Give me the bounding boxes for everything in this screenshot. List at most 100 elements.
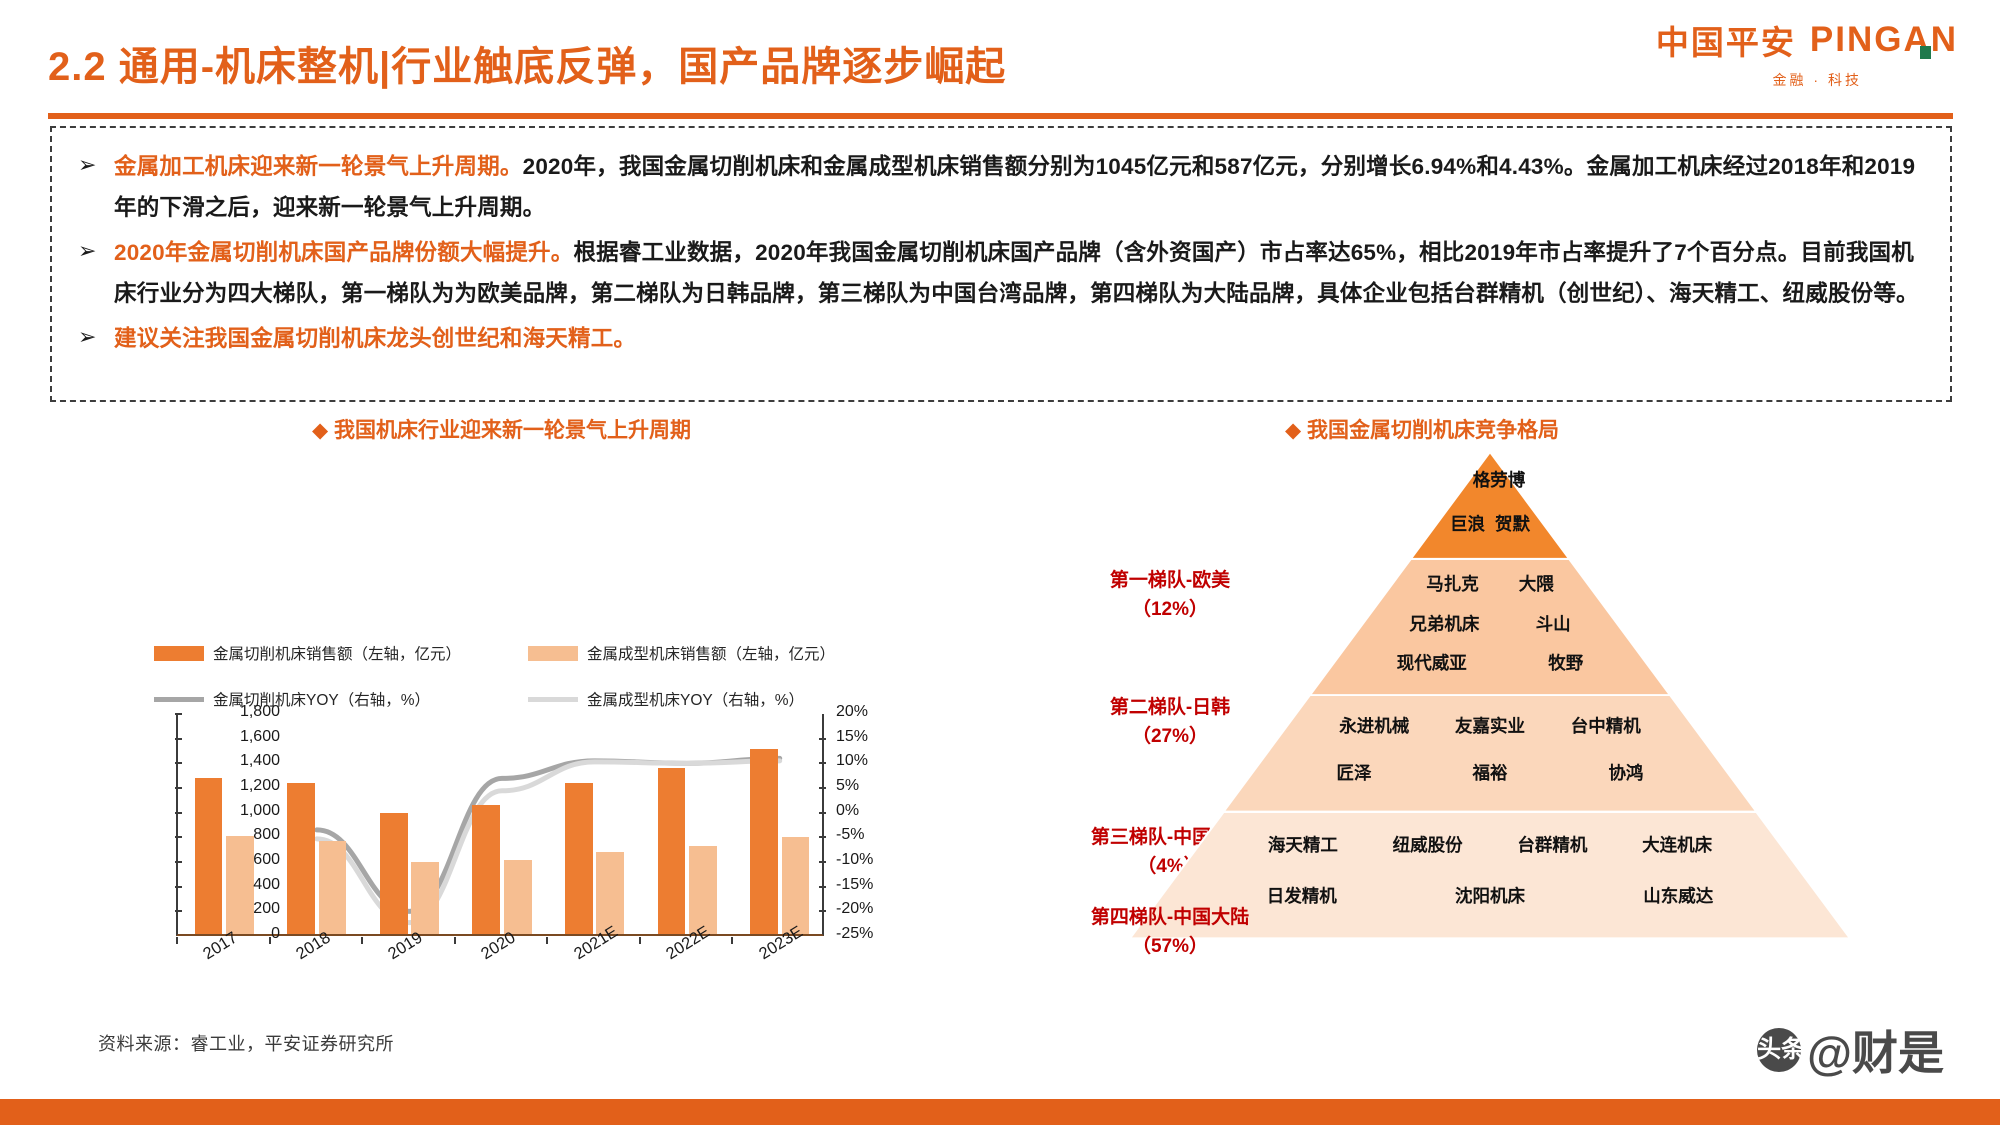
brand-logo-en: PINGAN [1810, 20, 1958, 60]
y-axis-right-tick [819, 762, 826, 765]
watermark-text: @财是 [1807, 1027, 1944, 1079]
insight-box: ➢ 金属加工机床迎来新一轮景气上升周期。2020年，我国金属切削机床和金属成型机… [50, 126, 1952, 402]
y-axis-left-tick [175, 713, 182, 715]
legend-item-cutting-sales: 金属切削机床销售额（左轴，亿元） [154, 642, 461, 664]
y-axis-right-tick [819, 836, 826, 839]
pyramid-tier-brand-row: 马扎克 大隈 [1406, 571, 1573, 596]
y-axis-right-tick-label: 15% [836, 727, 869, 745]
y-axis-left-tick [175, 762, 182, 765]
y-axis-left-tick-label: 400 [253, 875, 280, 893]
pyramid-tier-shape [1409, 452, 1571, 559]
pyramid-tier-brand-row: 兄弟机床 斗山 [1381, 611, 1599, 636]
x-axis-tick [638, 937, 641, 944]
pyramid-brand-name: 台群精机 [1517, 834, 1588, 855]
pyramid-tier-brand-row: 永进机械 友嘉实业 台中精机 [1316, 713, 1663, 738]
pyramid-brand-name: 沈阳机床 [1454, 886, 1525, 907]
pyramid-brand-name: 现代威亚 [1396, 653, 1467, 674]
bullet-highlight: 2020年金属切削机床国产品牌份额大幅提升。 [114, 240, 574, 265]
bullet-body: 根据睿工业数据，2020年我国金属切削机床国产品牌（含外资国产）市占率达65%，… [114, 240, 1919, 306]
legend-label: 金属切削机床YOY（右轴，%） [213, 692, 431, 709]
y-axis-left-tick [175, 861, 182, 863]
chart-bar [781, 837, 810, 934]
pyramid-tier-share: （57%） [1131, 936, 1209, 957]
brand-logo: 中国平安 PINGAN 金融 · 科技 [1578, 16, 1958, 90]
chart-bar [657, 767, 686, 934]
x-axis-tick [731, 937, 734, 944]
y-axis-left-tick-label: 1,600 [239, 727, 280, 745]
legend-swatch-icon [154, 645, 204, 661]
pyramid-brand-name: 永进机械 [1339, 715, 1410, 736]
y-axis-right-tick-label: 20% [836, 703, 869, 720]
legend-swatch-icon [154, 696, 204, 702]
machine-tool-sales-chart: 金属切削机床销售额（左轴，亿元） 金属成型机床销售额（左轴，亿元） 金属切削机床… [96, 630, 936, 990]
footer-bar [0, 1099, 2000, 1125]
y-axis-right-tick-label: 5% [836, 777, 860, 794]
pyramid-tier-name: 第二梯队-日韩 [1109, 697, 1231, 718]
y-axis-right-tick [819, 737, 826, 740]
bullet-marker-icon: ➢ [78, 153, 97, 178]
bullet-text: 2020年金属切削机床国产品牌份额大幅提升。根据睿工业数据，2020年我国金属切… [114, 232, 1924, 314]
y-axis-left-tick [175, 836, 182, 839]
chart-bar [750, 749, 778, 934]
legend-label: 金属切削机床销售额（左轴，亿元） [213, 646, 462, 663]
legend-label: 金属成型机床YOY（右轴，%） [587, 692, 805, 709]
chart-bar [287, 783, 315, 934]
title-divider [48, 113, 1953, 119]
brand-logo-en-text: PINGAN [1809, 20, 1958, 59]
bullet-item: ➢ 建议关注我国金属切削机床龙头创世纪和海天精工。 [78, 318, 1924, 359]
pyramid-brand-name: 日发精机 [1266, 886, 1337, 907]
pyramid-brand-name: 福裕 [1472, 763, 1508, 784]
pyramid-tier-brand-row: 日发精机 沈阳机床 山东威达 [1208, 883, 1773, 908]
y-axis-right-tick-label: -20% [836, 900, 874, 918]
chart-bar [379, 813, 408, 934]
brand-logo-tagline: 金融 · 科技 [1772, 72, 1862, 88]
watermark: 头条 @财是 [1757, 1017, 1944, 1083]
brand-logo-accent-square [1920, 46, 1931, 59]
pyramid-brand-name: 牧野 [1548, 653, 1584, 674]
y-axis-left-tick [175, 811, 182, 814]
bullet-text: 金属加工机床迎来新一轮景气上升周期。2020年，我国金属切削机床和金属成型机床销… [114, 146, 1924, 228]
legend-swatch-icon [528, 645, 578, 661]
pyramid-brand-name: 巨浪 [1449, 513, 1485, 534]
pyramid-brand-name: 大隈 [1518, 574, 1554, 595]
y-axis-left-tick [175, 910, 182, 913]
pyramid-brand-name: 马扎克 [1426, 574, 1479, 595]
y-axis-left-tick-label: 1,000 [239, 801, 280, 819]
pyramid-brand-name: 山东威达 [1643, 886, 1714, 907]
y-axis-left-tick [175, 885, 182, 888]
x-axis-tick [268, 937, 271, 944]
pyramid-brand-name: 斗山 [1535, 613, 1571, 634]
y-axis-left-tick-label: 200 [253, 900, 280, 918]
brand-logo-cn: 中国平安 [1655, 24, 1796, 61]
pyramid-tier-shape [1308, 558, 1672, 695]
chart-bar [564, 782, 593, 934]
y-axis-left-tick-label: 1,200 [239, 777, 280, 794]
bullet-item: ➢ 金属加工机床迎来新一轮景气上升周期。2020年，我国金属切削机床和金属成型机… [78, 146, 1924, 228]
chart-bar [503, 860, 532, 934]
pyramid-tier-brand-row: 现代威亚 牧野 [1356, 650, 1624, 675]
pyramid-tier-shape [1130, 811, 1852, 938]
pyramid-brand-name: 友嘉实业 [1454, 715, 1525, 736]
y-axis-right-tick-label: -15% [836, 875, 874, 893]
pyramid-brand-name: 兄弟机床 [1409, 613, 1480, 634]
competitive-landscape-pyramid: 第一梯队-欧美 （12%） 格劳博 巨浪 贺默 第二梯队-日韩 （27%） 马扎克 大隈 兄弟机床… [1020, 448, 1960, 1008]
source-note: 资料来源：睿工业，平安证券研究所 [98, 1034, 394, 1054]
pyramid-tier-brand-row: 巨浪 贺默 [1445, 511, 1535, 536]
y-axis-right-tick-label: 0% [836, 801, 860, 819]
legend-swatch-icon [528, 696, 578, 702]
pyramid-tier-brand-row: 匠泽 福裕 协鸿 [1286, 760, 1694, 785]
pyramid-caption: ◆ 我国金属切削机床竞争格局 [1285, 419, 1559, 442]
toutiao-icon: 头条 [1757, 1028, 1805, 1072]
x-axis-tick [176, 937, 178, 944]
pyramid-tier-name: 第四梯队-中国大陆 [1090, 907, 1250, 928]
y-axis-right-tick [819, 861, 826, 863]
pyramid-tier-share: （12%） [1131, 599, 1209, 620]
bullet-highlight: 建议关注我国金属切削机床龙头创世纪和海天精工。 [114, 326, 637, 351]
pyramid-tier-label: 第二梯队-日韩 （27%） [1020, 693, 1320, 751]
pyramid-brand-name: 协鸿 [1608, 763, 1644, 784]
chart-bar [472, 805, 501, 934]
chart-caption: ◆ 我国机床行业迎来新一轮景气上升周期 [312, 419, 691, 442]
y-axis-right-tick-label: -25% [836, 925, 874, 942]
bullet-item: ➢ 2020年金属切削机床国产品牌份额大幅提升。根据睿工业数据，2020年我国金… [78, 232, 1924, 314]
bullet-body: 2020年，我国金属切削机床和金属成型机床销售额分别为1045亿元和587亿元，… [114, 154, 1916, 220]
